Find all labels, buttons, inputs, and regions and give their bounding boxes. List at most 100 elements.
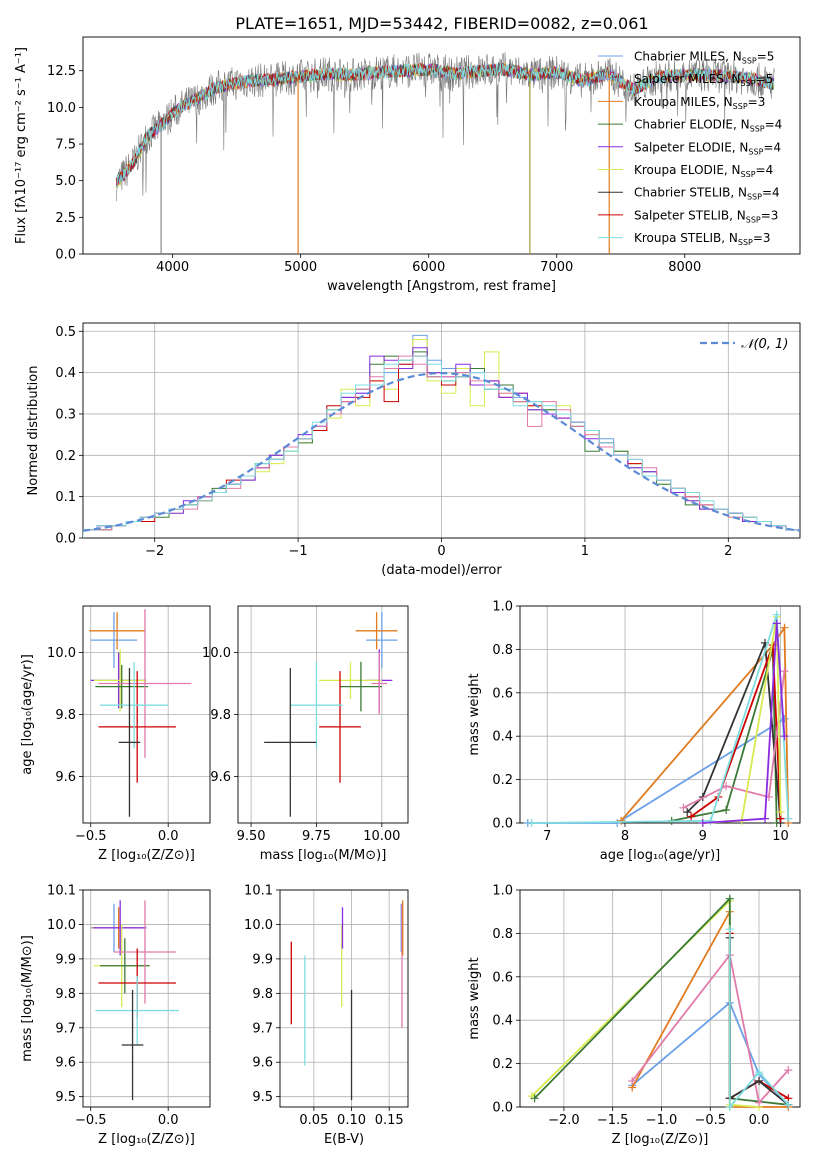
- x-axis-label: Z [log₁₀(Z/Z⊙)]: [612, 1132, 709, 1147]
- mass-weight-line: [527, 718, 785, 824]
- y-tick-label: 10.1: [47, 884, 76, 899]
- plus-marker: [722, 805, 731, 814]
- plus-marker: [527, 819, 536, 827]
- legend-subscript: SSP: [747, 193, 762, 202]
- mass-vs-extinction-panel: 0.05 0.10 0.15 9.5 9.6 9.7 9.8 9.9 10.0 10.1 E(B-V…: [244, 884, 409, 1147]
- x-tick-label: 0.0: [158, 829, 179, 844]
- y-tick-label: 7.5: [55, 138, 76, 153]
- plot-frame: [519, 889, 801, 1108]
- y-tick-label: 0.4: [55, 366, 76, 381]
- x-tick-label: 9.75: [302, 829, 331, 844]
- y-tick-label: 9.8: [55, 708, 76, 723]
- plot-frame: [519, 605, 801, 824]
- y-tick-label: 5.0: [55, 174, 76, 189]
- legend-count: =3: [753, 231, 771, 245]
- plus-marker: [698, 819, 707, 827]
- x-tick-label: 9: [699, 829, 707, 844]
- legend-label: Kroupa ELODIE, NSSP=4: [634, 163, 773, 179]
- legend-count: =3: [748, 95, 766, 109]
- age-vs-metallicity-panel: −0.5 0.0 9.6 9.8 10.0 Z [log₁₀(Z/Z⊙)] age [log…: [20, 605, 211, 863]
- plot-frame: [82, 889, 211, 1108]
- y-tick-label: 9.5: [55, 1090, 76, 1105]
- plus-marker: [617, 816, 626, 825]
- y-axis-label: age [log₁₀(age/yr)]: [20, 654, 35, 775]
- y-tick-label: 10.0: [47, 101, 76, 116]
- y-tick-label: 0.2: [492, 773, 513, 788]
- errorbar-group: [89, 609, 192, 817]
- y-tick-label: 9.7: [252, 1021, 273, 1036]
- errorbar-group: [290, 900, 404, 1101]
- legend-subscript: SSP: [748, 147, 763, 156]
- y-axis-label: mass weight: [467, 673, 482, 755]
- y-tick-label: 0.0: [492, 817, 513, 832]
- x-tick-label: 0.10: [337, 1113, 366, 1128]
- mass-weight-line: [631, 952, 789, 1105]
- plus-marker: [784, 1066, 793, 1075]
- legend-label: Salpeter MILES, NSSP=5: [634, 72, 773, 88]
- plus-marker: [725, 1103, 734, 1111]
- legend-count: =4: [763, 140, 781, 154]
- legend-count: =4: [762, 186, 780, 200]
- residuals-panel: −2 −1 0 1 2 0.0 0.1 0.2 0.3 0.4 0.5 (data-model)/er…: [26, 322, 801, 578]
- y-axis-label: Flux [fλ10⁻¹⁷ erg cm⁻² s⁻¹ A⁻¹]: [14, 47, 29, 244]
- plus-marker: [683, 808, 692, 817]
- y-tick-label: 9.5: [252, 1090, 273, 1105]
- y-tick-label: 9.6: [210, 770, 231, 785]
- plus-marker: [772, 610, 781, 619]
- y-tick-label: 9.9: [55, 952, 76, 967]
- plus-marker: [725, 925, 734, 934]
- plus-marker: [772, 619, 781, 628]
- x-axis-label: mass [log₁₀(M/M⊙)]: [260, 848, 387, 863]
- plot-frame: [237, 605, 409, 824]
- plus-marker: [687, 812, 696, 821]
- x-tick-label: 1: [581, 544, 589, 559]
- y-axis-label: mass weight: [467, 957, 482, 1039]
- x-tick-label: 10: [772, 829, 789, 844]
- y-tick-label: 0.3: [55, 407, 76, 422]
- gaussian-curve: [83, 371, 800, 532]
- x-tick-label: 8000: [668, 260, 701, 275]
- x-tick-label: −1: [289, 544, 308, 559]
- plus-marker: [784, 1100, 793, 1109]
- legend-label: Salpeter STELIB, NSSP=3: [634, 208, 778, 224]
- mass-weight-vs-metallicity-panel: −2.0 −1.5 −1.0 −0.5 0.0 0.0 0.2 0.4 0.6 0.8 1.0 Z […: [467, 884, 801, 1147]
- x-axis-label: Z [log₁₀(Z/Z⊙)]: [98, 848, 195, 863]
- y-tick-label: 9.6: [252, 1056, 273, 1071]
- x-tick-label: 9.50: [237, 829, 266, 844]
- y-tick-label: 2.5: [55, 211, 76, 226]
- legend-label: Kroupa STELIB, NSSP=3: [634, 231, 771, 247]
- plus-marker: [755, 1076, 764, 1085]
- legend-label: Salpeter ELODIE, NSSP=4: [634, 140, 781, 156]
- y-tick-label: 0.5: [55, 325, 76, 340]
- age-vs-mass-panel: 9.50 9.75 10.00 9.6 9.8 10.0 mass [log₁₀(M/M⊙)…: [202, 605, 409, 863]
- y-tick-label: 0.4: [492, 730, 513, 745]
- y-tick-label: 0.6: [492, 970, 513, 985]
- x-axis-label: age [log₁₀(age/yr)]: [600, 848, 721, 863]
- mass-weight-line: [728, 929, 789, 1110]
- x-tick-label: 5000: [284, 260, 317, 275]
- x-tick-label: −0.5: [75, 1113, 107, 1128]
- x-tick-label: −0.5: [75, 829, 107, 844]
- plus-marker: [530, 1094, 539, 1103]
- x-tick-label: 0.0: [749, 1113, 770, 1128]
- legend-label: Chabrier MILES, NSSP=5: [634, 50, 774, 66]
- y-tick-label: 10.0: [47, 918, 76, 933]
- x-tick-label: −2.0: [548, 1113, 580, 1128]
- y-tick-label: 1.0: [492, 884, 513, 899]
- x-axis-label: E(B-V): [324, 1132, 364, 1147]
- mass-weight-lines: [527, 894, 793, 1111]
- legend-subscript: SSP: [738, 238, 753, 247]
- mass-weight-line: [671, 649, 778, 824]
- mass-weight-line: [531, 898, 760, 1108]
- x-tick-label: 8: [621, 829, 629, 844]
- y-tick-label: 9.7: [55, 1021, 76, 1036]
- x-axis-label: (data-model)/error: [381, 563, 502, 578]
- x-tick-label: 0.05: [299, 1113, 328, 1128]
- spectrum-panel: 4000 5000 6000 7000 8000 0.0 2.5 5.0 7.5 10.0 12.5…: [14, 36, 801, 294]
- plus-marker: [776, 808, 785, 817]
- plus-marker: [725, 894, 734, 903]
- y-tick-label: 0.8: [492, 643, 513, 658]
- y-tick-label: 0.4: [492, 1014, 513, 1029]
- legend-count: =5: [756, 72, 774, 86]
